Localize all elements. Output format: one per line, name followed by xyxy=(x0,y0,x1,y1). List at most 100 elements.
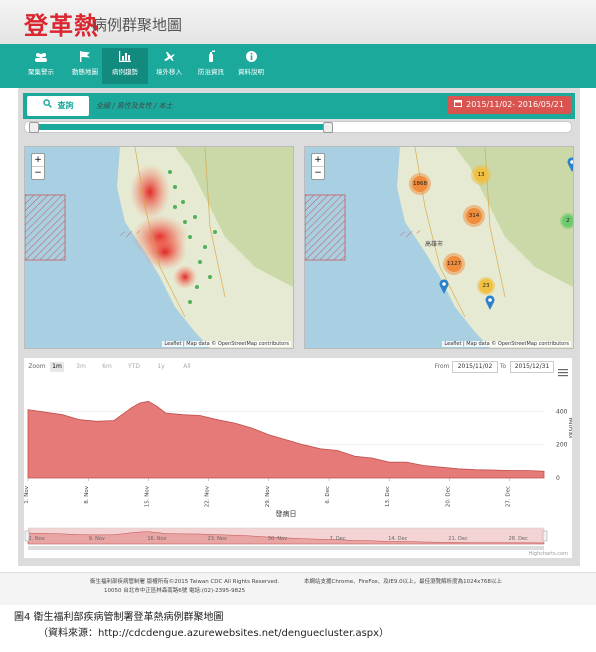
navigator-tick-label: 14. Dec xyxy=(388,536,407,542)
search-button[interactable]: 查詢 xyxy=(27,96,89,116)
to-label: To xyxy=(499,363,507,370)
x-tick-label: 27. Dec xyxy=(506,486,512,507)
zoom-in-button[interactable]: + xyxy=(32,154,44,167)
cluster-count: 2 xyxy=(562,215,573,227)
info-icon xyxy=(228,50,274,66)
restricted-zone xyxy=(25,194,66,261)
footer-copyright: 衛生福利部疾病管制署 版權所有©2015 Taiwan CDC All Righ… xyxy=(90,579,280,585)
zoom-control: + − xyxy=(311,153,325,180)
cluster-count: 314 xyxy=(466,208,482,224)
flag-icon xyxy=(62,50,108,66)
zoom-out-button[interactable]: − xyxy=(314,168,322,178)
cluster-count: 1127 xyxy=(446,256,462,272)
group-icon xyxy=(18,50,64,66)
nav-dynamic-map[interactable]: 動態地圖 xyxy=(62,48,108,84)
x-tick-label: 8. Nov xyxy=(84,485,90,503)
cluster-marker[interactable]: 1868 xyxy=(409,173,431,195)
caption-title: 圖4 衛生福利部疾病管制署登革熱病例群聚地圖 xyxy=(14,612,224,623)
filter-summary: 全國 / 男性及女性 / 本土 xyxy=(96,102,173,110)
cluster-marker[interactable]: 2 xyxy=(560,213,573,229)
city-label: 高雄市 xyxy=(425,241,444,248)
cluster-marker[interactable]: 314 xyxy=(463,205,485,227)
x-tick-label: 1. Nov xyxy=(24,485,30,503)
slider-fill xyxy=(35,124,325,130)
footer-address: 10050 台北市中正區林森南路6號 電話:(02)-2395-9825 xyxy=(104,588,246,594)
site-header: 登革熱 病例群聚地圖 xyxy=(0,0,596,44)
caption-source: （資料來源：http://cdcdengue.azurewebsites.net… xyxy=(38,628,390,639)
from-date-input[interactable]: 2015/11/02 xyxy=(452,361,498,373)
nav-cluster-alert[interactable]: 聚集警示 xyxy=(18,48,64,84)
map-pin-icon[interactable] xyxy=(485,295,495,314)
cluster-count: 1868 xyxy=(412,176,428,192)
main-nav: 聚集警示 動態地圖 病例趨勢 境外移入 防治資訊 資料說明 xyxy=(0,44,596,88)
y-tick-label: 400 xyxy=(556,408,568,415)
area-series xyxy=(27,400,545,479)
restricted-zone xyxy=(305,194,346,261)
figure-caption: 圖4 衛生福利部疾病管制署登革熱病例群聚地圖 （資料來源：http://cdcd… xyxy=(14,610,389,642)
nav-label: 動態地圖 xyxy=(72,68,98,76)
range-button-all[interactable]: All xyxy=(183,363,191,370)
range-button-1y[interactable]: 1y xyxy=(157,363,165,370)
x-tick-label: 20. Dec xyxy=(445,486,451,507)
cluster-map[interactable]: 1868 13 314 2 1127 23 高雄市 + − Leaflet | … xyxy=(304,146,574,349)
nav-label: 境外移入 xyxy=(156,68,182,76)
heat-map-canvas xyxy=(25,147,293,348)
to-date-input[interactable]: 2015/12/31 xyxy=(510,361,554,373)
navigator-tick-label: 23. Nov xyxy=(208,536,227,542)
trend-chart: Zoom 1m 3m 6m YTD 1y All From 2015/11/02… xyxy=(24,358,572,558)
map-attribution[interactable]: Leaflet | Map data © OpenStreetMap contr… xyxy=(442,341,571,347)
cluster-marker[interactable]: 1127 xyxy=(443,253,465,275)
nav-imported-cases[interactable]: 境外移入 xyxy=(146,48,192,84)
nav-case-trend[interactable]: 病例趨勢 xyxy=(102,48,148,84)
cluster-count: 13 xyxy=(474,168,488,182)
slider-start-handle[interactable] xyxy=(29,122,39,133)
zoom-control: + − xyxy=(31,153,45,180)
slider-end-handle[interactable] xyxy=(323,122,333,133)
navigator-tick-label: 28. Dec xyxy=(509,536,528,542)
date-range-label: 2015/11/02- 2016/05/21 xyxy=(466,100,564,109)
y-tick-label: 0 xyxy=(556,475,560,482)
page-footer: 衛生福利部疾病管制署 版權所有©2015 Taiwan CDC All Righ… xyxy=(0,572,596,605)
navigator-tick-label: 30. Nov xyxy=(268,536,287,542)
nav-label: 資料說明 xyxy=(238,68,264,76)
navigator-tick-label: 21. Dec xyxy=(448,536,467,542)
x-tick-label: 29. Nov xyxy=(265,485,271,507)
nav-prevention-info[interactable]: 防治資訊 xyxy=(188,48,234,84)
date-range-button[interactable]: 2015/11/02- 2016/05/21 xyxy=(447,96,571,114)
cluster-marker[interactable]: 23 xyxy=(477,277,495,295)
spray-icon xyxy=(188,50,234,66)
navigator-handle-left xyxy=(24,530,30,542)
range-button-ytd[interactable]: YTD xyxy=(128,363,140,370)
logo-subtitle: 病例群聚地圖 xyxy=(92,16,183,34)
map-pin-icon[interactable] xyxy=(567,157,573,176)
y-tick-label: 200 xyxy=(556,442,568,449)
heat-map[interactable]: + − Leaflet | Map data © OpenStreetMap c… xyxy=(24,146,294,349)
map-pin-icon[interactable] xyxy=(439,279,449,298)
map-attribution[interactable]: Leaflet | Map data © OpenStreetMap contr… xyxy=(162,341,291,347)
cluster-marker[interactable]: 13 xyxy=(471,165,491,185)
zoom-in-button[interactable]: + xyxy=(312,154,324,167)
range-button-6m[interactable]: 6m xyxy=(102,363,112,370)
cluster-map-canvas xyxy=(305,147,573,348)
navigator-tick-label: 7. Dec xyxy=(330,536,346,542)
y-axis-title: 病例數 xyxy=(568,418,572,439)
nav-data-notes[interactable]: 資料說明 xyxy=(228,48,274,84)
plane-icon xyxy=(146,50,192,66)
x-tick-label: 13. Dec xyxy=(385,486,391,507)
x-tick-label: 15. Nov xyxy=(144,485,150,507)
range-zoom-label: Zoom xyxy=(28,363,46,370)
zoom-out-button[interactable]: − xyxy=(34,168,42,178)
calendar-icon xyxy=(454,96,463,114)
footer-browser-note: 本網站支援Chrome、FireFox、及IE9.0以上，最佳瀏覽解析度為102… xyxy=(304,579,502,585)
nav-label: 聚集警示 xyxy=(28,68,54,76)
range-button-1m[interactable]: 1m xyxy=(50,362,64,372)
range-button-3m[interactable]: 3m xyxy=(76,363,86,370)
navigator-series xyxy=(27,531,545,545)
navigator-tick-label: 16. Nov xyxy=(147,536,166,542)
credits: Highcharts.com xyxy=(528,551,568,557)
date-slider[interactable] xyxy=(24,121,572,133)
navigator-handle-right xyxy=(542,530,548,542)
navigator-scrollbar xyxy=(28,546,544,550)
menu-icon[interactable] xyxy=(558,362,568,381)
nav-label: 防治資訊 xyxy=(198,68,224,76)
